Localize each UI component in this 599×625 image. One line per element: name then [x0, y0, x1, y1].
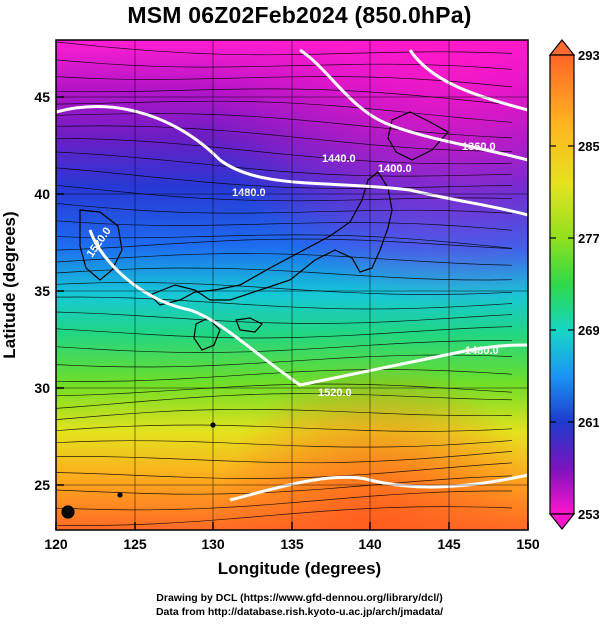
streamline	[56, 71, 513, 88]
streamline	[56, 475, 513, 495]
streamline	[56, 282, 513, 295]
x-tick-label: 140	[358, 536, 382, 552]
streamline	[56, 184, 513, 202]
colorbar-tick-label: 277	[578, 231, 599, 246]
x-tick-label: 145	[437, 536, 461, 552]
colorbar-tick-label: 293	[578, 48, 599, 63]
footer-credit-drawing: Drawing by DCL (https://www.gfd-dennou.o…	[156, 592, 443, 604]
streamline	[56, 253, 513, 266]
axis-ticks	[55, 96, 529, 530]
y-tick-label: 40	[34, 186, 50, 202]
contour-label: 1440.0	[322, 153, 356, 165]
streamline	[56, 167, 513, 189]
contour-label: 1480.0	[465, 345, 499, 357]
map-grid	[56, 40, 528, 530]
streamline	[56, 100, 513, 123]
colorbar-tick-label: 285	[578, 139, 599, 154]
streamline	[56, 424, 513, 434]
contour-label: 1400.0	[378, 163, 412, 175]
streamline	[56, 369, 513, 382]
y-tick-label: 45	[34, 89, 50, 105]
x-tick-label: 125	[123, 536, 147, 552]
streamline	[56, 137, 513, 165]
colorbar-min-arrow	[548, 513, 576, 530]
streamline	[56, 440, 513, 448]
y-tick-label: 30	[34, 380, 50, 396]
streamline	[56, 354, 513, 368]
temperature-field: 1360.0 1400.0 1440.0 1480.0 1520.0 1520.…	[56, 40, 528, 530]
x-axis-label: Longitude (degrees)	[217, 559, 382, 578]
y-tick-label: 35	[34, 283, 50, 299]
contour-label: 1480.0	[232, 187, 266, 199]
streamline	[56, 408, 513, 420]
colorbar-scale	[549, 54, 575, 515]
streamline	[56, 340, 513, 353]
streamline	[56, 151, 513, 177]
y-tick-label: 25	[34, 477, 50, 493]
chart-title: MSM 06Z02Feb2024 (850.0hPa)	[127, 2, 472, 28]
colorbar-tick-label: 253	[578, 507, 599, 522]
streamline	[56, 125, 513, 152]
streamline	[56, 383, 513, 397]
streamline	[56, 56, 513, 70]
colorbar-tick-label: 269	[578, 323, 599, 338]
streamline	[56, 216, 513, 231]
x-tick-label: 150	[516, 536, 540, 552]
contour-label: 1520.0	[318, 387, 352, 399]
streamline	[56, 490, 512, 511]
y-axis-label: Latitude (degrees)	[0, 211, 19, 359]
streamline	[56, 326, 513, 339]
x-tick-label: 120	[44, 536, 68, 552]
streamline	[56, 462, 513, 479]
streamline	[56, 506, 513, 526]
streamline	[56, 296, 513, 310]
footer-credit-data: Data from http://database.rish.kyoto-u.a…	[155, 606, 444, 618]
contour-label: 1360.0	[462, 141, 496, 153]
streamline	[56, 41, 513, 56]
streamline	[56, 451, 513, 464]
streamline	[56, 201, 513, 214]
streamline	[56, 393, 513, 409]
streamline	[56, 238, 513, 251]
colorbar-max-arrow	[548, 39, 576, 56]
colorbar: 293 285 277 269 261 253	[548, 39, 599, 530]
streamlines	[56, 41, 513, 526]
streamline	[56, 113, 513, 139]
streamline	[56, 230, 513, 249]
x-tick-label: 135	[280, 536, 304, 552]
x-tick-label: 130	[201, 536, 225, 552]
streamline	[56, 311, 513, 324]
colorbar-tick-label: 261	[578, 415, 599, 430]
